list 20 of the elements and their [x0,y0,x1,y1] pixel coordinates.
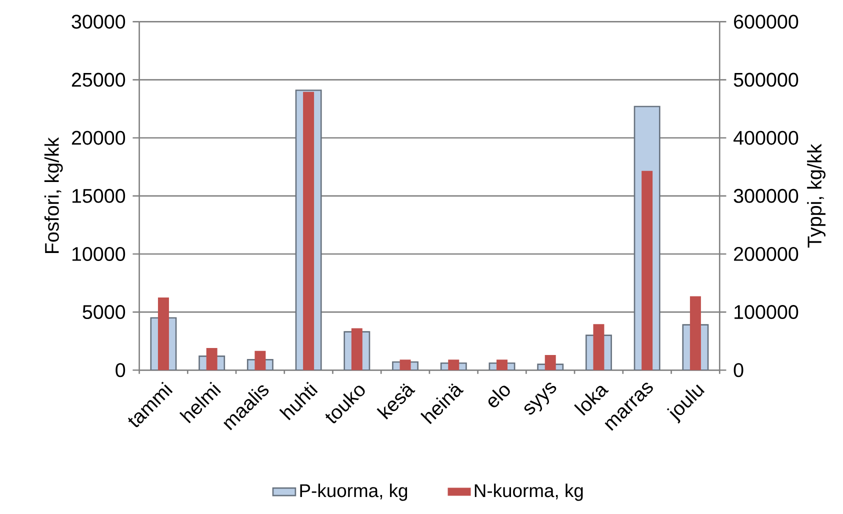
y-tick-label: 25000 [72,72,126,87]
y-tick-label: 15000 [72,188,126,203]
y2-tick-label: 500000 [734,72,798,87]
y2-tick-label: 100000 [734,304,798,319]
y2-tick-label: 0 [734,363,744,377]
y-axis-title: Fosfori, kg/kk [44,137,63,253]
y2-tick-label: 600000 [734,14,798,29]
y2-tick-label: 200000 [734,246,798,261]
y-tick-label: 20000 [72,130,126,145]
legend-label: P-kuorma, kg [300,484,408,501]
y2-tick-label: 400000 [734,130,798,145]
y-tick-label: 0 [116,363,126,377]
x-tick-label: elo [488,386,510,408]
legend-label: N-kuorma, kg [474,484,583,501]
y-tick-label: 5000 [82,304,126,319]
y-tick-label: 10000 [72,246,126,261]
y2-tick-label: 300000 [734,188,798,203]
y-tick-label: 30000 [72,14,126,29]
x-tick-label: syys [524,382,556,414]
y2-axis-title: Typpi, kg/kk [807,144,826,248]
